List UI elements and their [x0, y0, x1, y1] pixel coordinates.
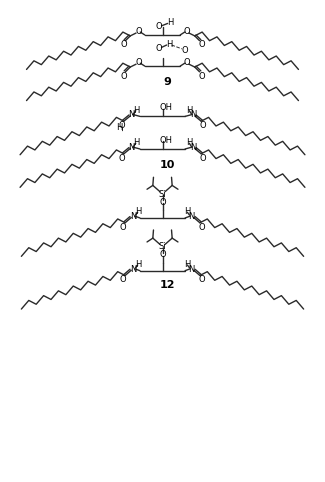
- Text: H: H: [184, 260, 190, 269]
- Text: O: O: [199, 275, 205, 284]
- Text: O: O: [119, 154, 125, 162]
- Text: OH: OH: [159, 103, 172, 112]
- Text: O: O: [156, 22, 162, 31]
- Text: H: H: [186, 106, 192, 115]
- Text: H: H: [166, 40, 172, 49]
- Text: O: O: [120, 223, 126, 232]
- Text: N: N: [128, 143, 135, 152]
- Text: O: O: [159, 198, 166, 207]
- Text: O: O: [120, 40, 127, 50]
- Text: H: H: [116, 123, 123, 133]
- Text: O: O: [198, 40, 205, 50]
- Text: O: O: [120, 275, 126, 284]
- Text: H: H: [135, 207, 141, 216]
- Text: N: N: [188, 212, 195, 221]
- Text: H: H: [186, 138, 192, 147]
- Text: OH: OH: [159, 136, 172, 145]
- Text: O: O: [135, 58, 142, 67]
- Text: O: O: [181, 46, 188, 55]
- Text: N: N: [128, 110, 135, 120]
- Text: N: N: [190, 143, 197, 152]
- Text: Si: Si: [159, 242, 166, 251]
- Text: H: H: [135, 260, 141, 269]
- Text: O: O: [135, 27, 142, 36]
- Text: O: O: [159, 250, 166, 259]
- Text: O: O: [198, 72, 205, 80]
- Text: N: N: [188, 265, 195, 274]
- Text: O: O: [200, 121, 206, 130]
- Text: O: O: [183, 58, 190, 67]
- Text: O: O: [199, 223, 205, 232]
- Text: N: N: [190, 110, 197, 120]
- Text: N: N: [130, 212, 137, 221]
- Text: H: H: [184, 207, 190, 216]
- Text: H: H: [167, 18, 174, 27]
- Text: 9: 9: [163, 77, 171, 87]
- Text: N: N: [130, 265, 137, 274]
- Text: 10: 10: [160, 160, 175, 170]
- Text: O: O: [183, 27, 190, 36]
- Text: H: H: [133, 106, 139, 115]
- Text: Si: Si: [159, 189, 166, 199]
- Text: O: O: [120, 72, 127, 80]
- Text: O: O: [156, 44, 162, 53]
- Text: 12: 12: [160, 280, 175, 290]
- Text: O: O: [200, 154, 206, 162]
- Text: H: H: [133, 138, 139, 147]
- Text: O: O: [119, 121, 125, 130]
